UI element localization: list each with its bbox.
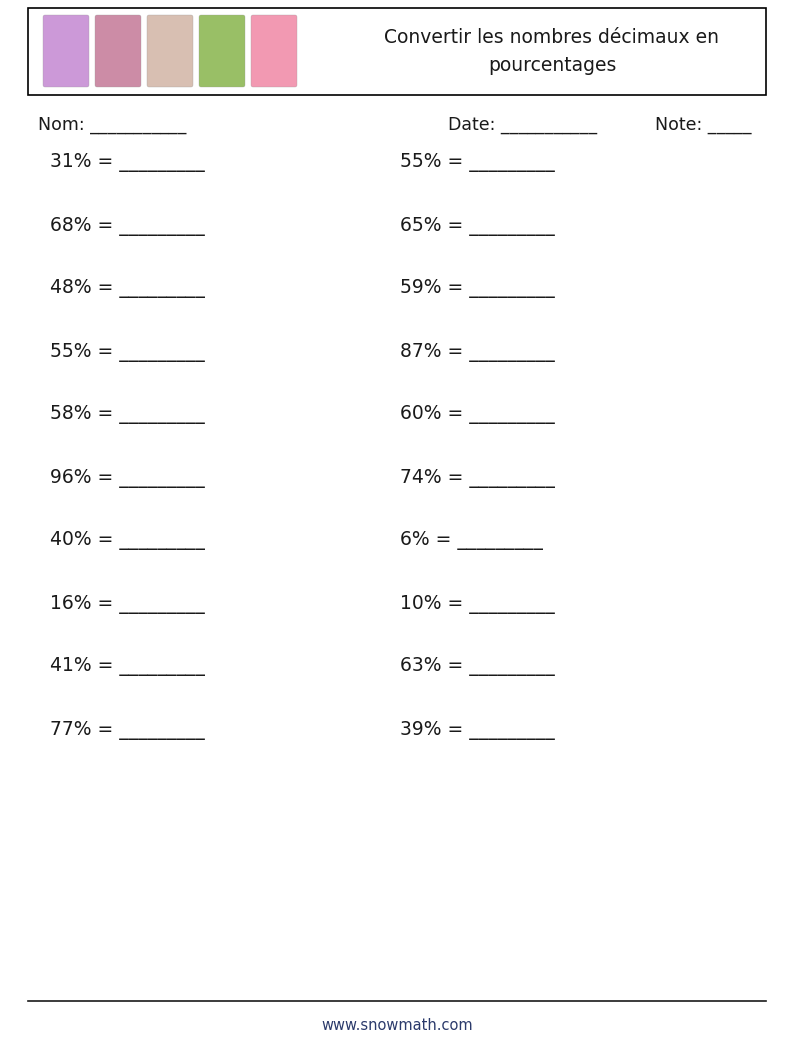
Text: 55% = _________: 55% = _________ bbox=[400, 154, 555, 173]
Text: 59% = _________: 59% = _________ bbox=[400, 279, 555, 298]
Text: 10% = _________: 10% = _________ bbox=[400, 595, 555, 614]
Text: 39% = _________: 39% = _________ bbox=[400, 720, 555, 739]
FancyBboxPatch shape bbox=[147, 15, 193, 87]
Text: 16% = _________: 16% = _________ bbox=[50, 595, 205, 614]
Text: 63% = _________: 63% = _________ bbox=[400, 657, 555, 676]
Text: Convertir les nombres décimaux en: Convertir les nombres décimaux en bbox=[384, 28, 719, 47]
Text: 77% = _________: 77% = _________ bbox=[50, 720, 205, 739]
Text: 87% = _________: 87% = _________ bbox=[400, 342, 555, 361]
Text: 74% = _________: 74% = _________ bbox=[400, 469, 555, 488]
Text: 31% = _________: 31% = _________ bbox=[50, 154, 205, 173]
Text: Note: _____: Note: _____ bbox=[655, 116, 751, 134]
Text: 96% = _________: 96% = _________ bbox=[50, 469, 205, 488]
Text: 58% = _________: 58% = _________ bbox=[50, 405, 205, 424]
FancyBboxPatch shape bbox=[95, 15, 141, 87]
Bar bbox=[28, 8, 766, 95]
FancyBboxPatch shape bbox=[251, 15, 297, 87]
Text: 65% = _________: 65% = _________ bbox=[400, 217, 555, 236]
Text: 40% = _________: 40% = _________ bbox=[50, 532, 205, 551]
Text: Nom: ___________: Nom: ___________ bbox=[38, 116, 187, 134]
Text: 48% = _________: 48% = _________ bbox=[50, 279, 205, 298]
FancyBboxPatch shape bbox=[199, 15, 245, 87]
Text: pourcentages: pourcentages bbox=[488, 56, 616, 75]
FancyBboxPatch shape bbox=[43, 15, 89, 87]
Text: 55% = _________: 55% = _________ bbox=[50, 342, 205, 361]
Text: 68% = _________: 68% = _________ bbox=[50, 217, 205, 236]
Text: 6% = _________: 6% = _________ bbox=[400, 532, 543, 551]
Text: 41% = _________: 41% = _________ bbox=[50, 657, 205, 676]
Text: www.snowmath.com: www.snowmath.com bbox=[322, 1017, 472, 1033]
Text: Date: ___________: Date: ___________ bbox=[448, 116, 597, 134]
Text: 60% = _________: 60% = _________ bbox=[400, 405, 555, 424]
